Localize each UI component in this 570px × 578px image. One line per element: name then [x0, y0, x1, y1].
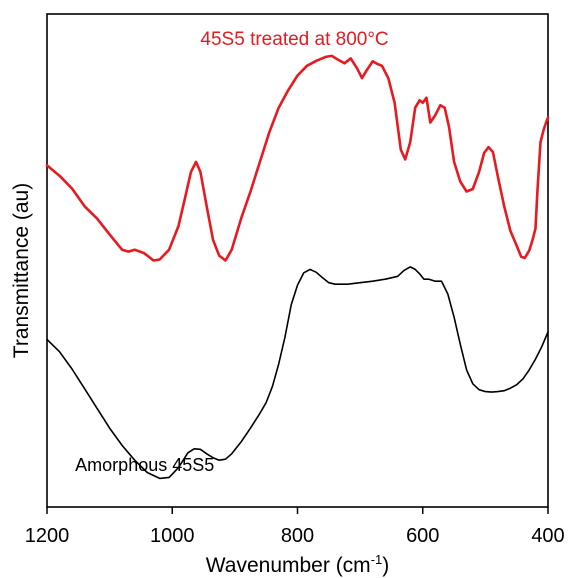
x-ticks [46, 507, 549, 514]
x-axis-label-main: Wavenumber (cm [206, 554, 371, 577]
x-axis-label-suffix: ) [382, 554, 389, 577]
x-tick-labels: 1200 1000 800 600 400 [25, 525, 565, 547]
series-line-treated [45, 54, 550, 262]
series-labels: 45S5 treated at 800°C Amorphous 45S5 [75, 29, 388, 475]
x-tick-label-1000: 1000 [150, 525, 195, 547]
x-tick-label-1200: 1200 [25, 525, 70, 547]
series-line-amorphous [46, 266, 549, 480]
plot-frame [46, 13, 549, 508]
series-label-treated: 45S5 treated at 800°C [200, 29, 388, 50]
x-tick-label-800: 800 [281, 525, 314, 547]
x-axis-label-sup: -1 [371, 552, 383, 567]
series-label-amorphous: Amorphous 45S5 [75, 455, 214, 475]
series-lines [45, 54, 550, 480]
x-axis-label: Wavenumber (cm-1) [206, 552, 390, 577]
x-tick-label-600: 600 [406, 525, 439, 547]
y-axis-label: Transmittance (au) [10, 183, 33, 358]
x-tick-label-400: 400 [531, 525, 564, 547]
